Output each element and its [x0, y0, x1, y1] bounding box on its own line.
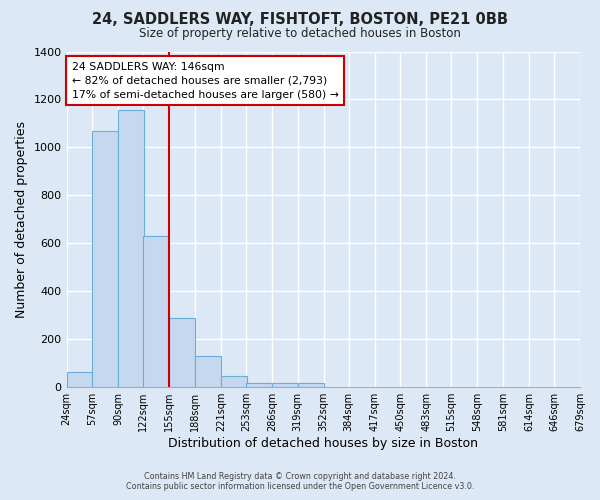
Bar	[298, 383, 323, 387]
Bar	[92, 130, 118, 387]
Bar	[143, 236, 169, 387]
Bar	[272, 383, 298, 387]
Y-axis label: Number of detached properties: Number of detached properties	[15, 121, 28, 318]
Bar	[246, 383, 272, 387]
Bar	[67, 372, 92, 387]
X-axis label: Distribution of detached houses by size in Boston: Distribution of detached houses by size …	[168, 437, 478, 450]
Text: 24, SADDLERS WAY, FISHTOFT, BOSTON, PE21 0BB: 24, SADDLERS WAY, FISHTOFT, BOSTON, PE21…	[92, 12, 508, 28]
Bar	[195, 356, 221, 387]
Bar	[221, 376, 247, 387]
Text: Size of property relative to detached houses in Boston: Size of property relative to detached ho…	[139, 28, 461, 40]
Text: Contains HM Land Registry data © Crown copyright and database right 2024.
Contai: Contains HM Land Registry data © Crown c…	[126, 472, 474, 491]
Bar	[169, 318, 195, 387]
Bar	[118, 110, 144, 387]
Text: 24 SADDLERS WAY: 146sqm
← 82% of detached houses are smaller (2,793)
17% of semi: 24 SADDLERS WAY: 146sqm ← 82% of detache…	[71, 62, 338, 100]
